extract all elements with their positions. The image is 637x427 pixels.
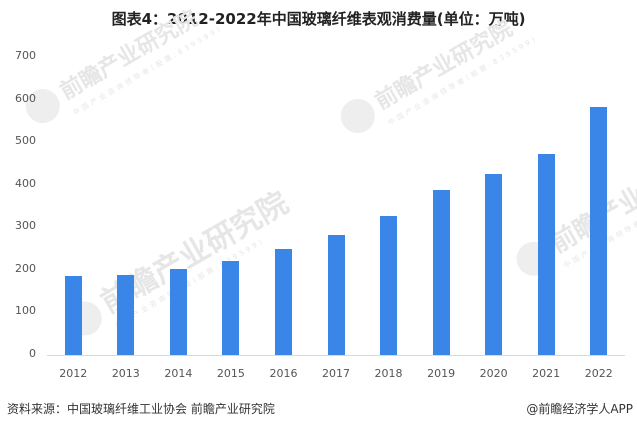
bar-2012: [64, 276, 82, 355]
y-tick-label: 100: [15, 304, 36, 318]
y-tick-label: 700: [15, 49, 36, 62]
x-tick-label: 2013: [111, 367, 140, 380]
bar-2019: [432, 190, 450, 355]
bar-2014: [169, 269, 187, 355]
x-tick-label: 2016: [269, 367, 298, 380]
bar-2017: [327, 234, 345, 355]
x-tick-label: 2022: [584, 367, 613, 380]
watermark-subtext: 中国产业咨询领导者(股票:839599): [386, 34, 540, 128]
x-tick-label: 2015: [216, 367, 245, 380]
watermark-subtext: 中国产业咨询领导者(股票:839599): [71, 24, 225, 118]
bar-2020: [485, 174, 503, 355]
x-tick-label: 2012: [59, 367, 88, 380]
bar-2021: [537, 154, 555, 355]
y-tick-label: 600: [15, 91, 36, 105]
x-axis-line: [47, 355, 625, 356]
chart-title: 图表4：2012-2022年中国玻璃纤维表观消费量(单位：万吨): [111, 10, 526, 28]
bar-2015: [222, 260, 240, 355]
y-tick-label: 400: [15, 176, 36, 190]
watermark-logo-icon: [19, 82, 66, 130]
y-tick-label: 500: [15, 134, 36, 148]
credit-note: @前瞻经济学人APP: [526, 402, 633, 416]
x-tick-label: 2020: [479, 367, 508, 380]
y-tick-label: 200: [15, 261, 36, 275]
source-note: 资料来源：中国玻璃纤维工业协会 前瞻产业研究院: [7, 402, 275, 416]
x-tick-label: 2017: [322, 367, 350, 380]
watermark-subtext: 中国产业咨询领导者(股票:839599): [113, 236, 267, 330]
x-tick-label: 2021: [532, 367, 561, 380]
bar-2018: [380, 216, 398, 355]
watermark-text: 前瞻产业研究院: [371, 16, 518, 115]
x-tick-label: 2019: [427, 367, 456, 380]
x-tick-label: 2014: [164, 367, 193, 380]
x-tick-label: 2018: [374, 367, 403, 380]
watermark-logo-icon: [334, 92, 381, 140]
y-tick-label: 0: [29, 347, 36, 360]
y-tick-label: 300: [15, 219, 36, 233]
bar-2022: [590, 107, 608, 355]
bar-2016: [274, 248, 292, 355]
bar-2013: [117, 274, 135, 355]
